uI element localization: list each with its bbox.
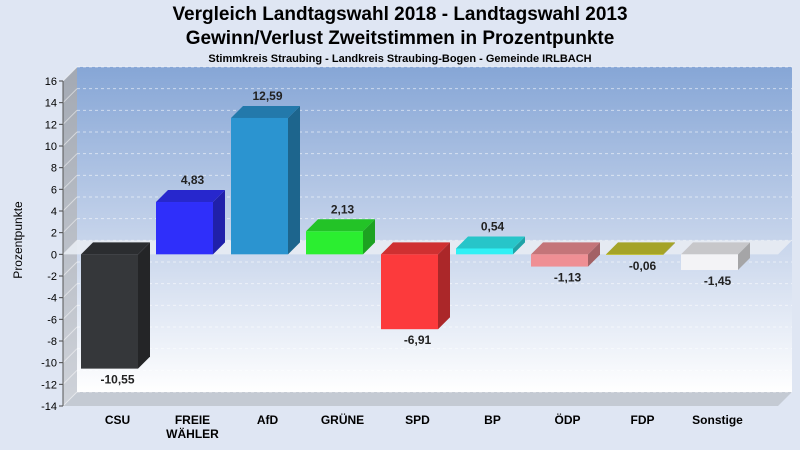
bar-front <box>81 254 138 369</box>
category-label: WÄHLER <box>166 426 219 441</box>
bar-top <box>456 236 525 249</box>
bar-freie-wähler <box>156 190 225 255</box>
bar-side <box>288 105 300 255</box>
plot-side-wall <box>63 67 77 406</box>
gridline-side <box>62 348 78 364</box>
bar-top <box>231 105 300 118</box>
bar-front <box>456 248 513 255</box>
bar-top <box>681 242 750 255</box>
bar-top <box>531 242 600 255</box>
bar-grüne <box>306 219 375 255</box>
bar-front <box>306 231 363 255</box>
value-label: -1,13 <box>554 271 582 285</box>
value-label: -1,45 <box>704 274 732 288</box>
bar-front <box>156 202 213 255</box>
gridline-side <box>62 304 78 320</box>
gridline-side <box>62 131 78 147</box>
bar-side <box>438 242 450 330</box>
value-label: -0,06 <box>629 259 657 273</box>
bar-bp <box>456 236 525 255</box>
bar-front <box>681 254 738 271</box>
bar-top <box>306 219 375 232</box>
category-label: CSU <box>105 413 130 427</box>
category-label: FDP <box>631 413 655 427</box>
chart-title: Vergleich Landtagswahl 2018 - Landtagswa… <box>172 4 628 25</box>
y-tick-label: -14 <box>41 401 57 413</box>
gridline-side <box>62 109 78 125</box>
bar-fdp <box>606 242 675 255</box>
y-tick-label: 14 <box>45 98 57 110</box>
y-tick-label: -8 <box>47 336 57 348</box>
gridline-side <box>62 66 78 82</box>
gridline-side <box>62 174 78 190</box>
bar-side <box>663 242 675 255</box>
bar-top <box>606 242 675 255</box>
bar-front <box>606 254 663 255</box>
bar-side <box>513 236 525 255</box>
bar-afd <box>231 105 300 255</box>
category-label: SPD <box>405 413 430 427</box>
chart-caption: Stimmkreis Straubing - Landkreis Straubi… <box>208 53 592 65</box>
bar-side <box>138 242 150 369</box>
value-label: 12,59 <box>252 89 282 103</box>
y-tick-label: 2 <box>51 228 57 240</box>
category-label: AfD <box>257 413 279 427</box>
value-label: 0,54 <box>481 219 505 233</box>
gridline-side <box>62 326 78 342</box>
category-label: BP <box>484 413 501 427</box>
y-tick-label: -2 <box>47 271 57 283</box>
value-label: -10,55 <box>100 373 134 387</box>
bar-front <box>381 254 438 330</box>
bar-top <box>81 242 150 255</box>
y-tick-label: 10 <box>45 141 57 153</box>
bar-side <box>213 190 225 255</box>
category-label: Sonstige <box>692 413 743 427</box>
gridline-side <box>62 391 78 407</box>
y-tick-label: 4 <box>51 206 57 218</box>
bar-front <box>231 117 288 255</box>
category-label: FREIE <box>175 413 210 427</box>
y-axis-label: Prozentpunkte <box>11 201 25 279</box>
bar-side <box>588 242 600 267</box>
bar-top <box>381 242 450 255</box>
gridline-side <box>62 153 78 169</box>
gridline-side <box>62 283 78 299</box>
gridline-side <box>62 261 78 277</box>
bar-csu <box>81 242 150 369</box>
value-label: 4,83 <box>181 173 205 187</box>
bar-top <box>156 190 225 203</box>
chart-subtitle: Gewinn/Verlust Zweitstimmen in Prozentpu… <box>185 28 615 49</box>
plot-floor <box>63 392 792 406</box>
y-tick-label: -12 <box>41 379 57 391</box>
y-tick-label: 8 <box>51 163 57 175</box>
value-label: -6,91 <box>404 333 432 347</box>
y-tick-label: -10 <box>41 358 57 370</box>
gridline-side <box>62 196 78 212</box>
bar-sonstige <box>681 242 750 271</box>
y-tick-label: 16 <box>45 76 57 88</box>
y-tick-label: -6 <box>47 314 57 326</box>
category-label: GRÜNE <box>321 412 364 427</box>
bar-side <box>363 219 375 255</box>
value-label: 2,13 <box>331 202 355 216</box>
y-tick-label: 6 <box>51 184 57 196</box>
y-tick-label: 12 <box>45 119 57 131</box>
gridline-side <box>62 88 78 104</box>
gridline-side <box>62 369 78 385</box>
bar-spd <box>381 242 450 330</box>
category-label: ÖDP <box>554 412 580 427</box>
y-tick-label: -4 <box>47 293 57 305</box>
bar-ödp <box>531 242 600 267</box>
bar-front <box>531 254 588 267</box>
bar-side <box>738 242 750 271</box>
y-tick-label: 0 <box>51 249 57 261</box>
gridline-side <box>62 218 78 234</box>
